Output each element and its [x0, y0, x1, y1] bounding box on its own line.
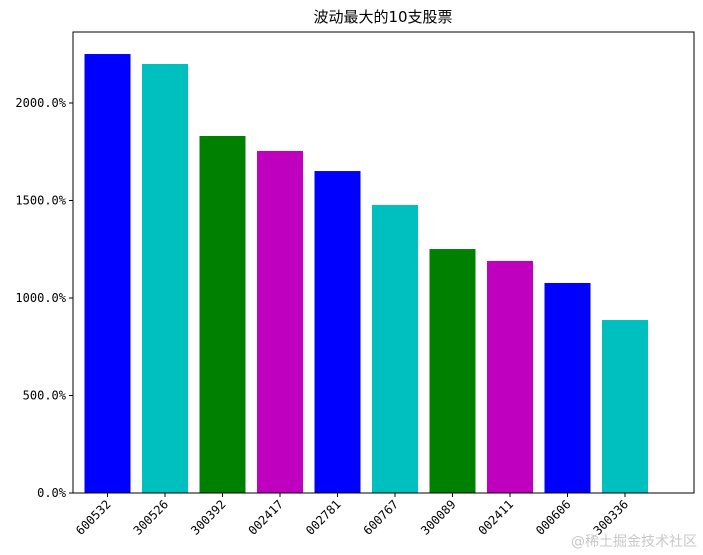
bar: [142, 63, 188, 494]
bar: [372, 204, 418, 493]
bar: [602, 320, 648, 493]
y-tick-label: 0.0%: [37, 486, 67, 500]
bar: [199, 135, 246, 493]
y-tick-label: 1500.0%: [15, 193, 66, 207]
y-tick-label: 1000.0%: [15, 291, 66, 305]
bar: [84, 54, 131, 494]
y-tick-label: 2000.0%: [15, 96, 66, 110]
plot-frame: [72, 31, 695, 494]
bar: [429, 249, 476, 493]
chart-title: 波动最大的10支股票: [313, 8, 452, 26]
bar: [314, 171, 361, 494]
bar: [257, 150, 303, 494]
bar: [487, 260, 533, 493]
y-tick-label: 500.0%: [23, 388, 67, 402]
bar: [544, 282, 591, 493]
watermark: @稀土掘金技术社区: [571, 534, 697, 550]
